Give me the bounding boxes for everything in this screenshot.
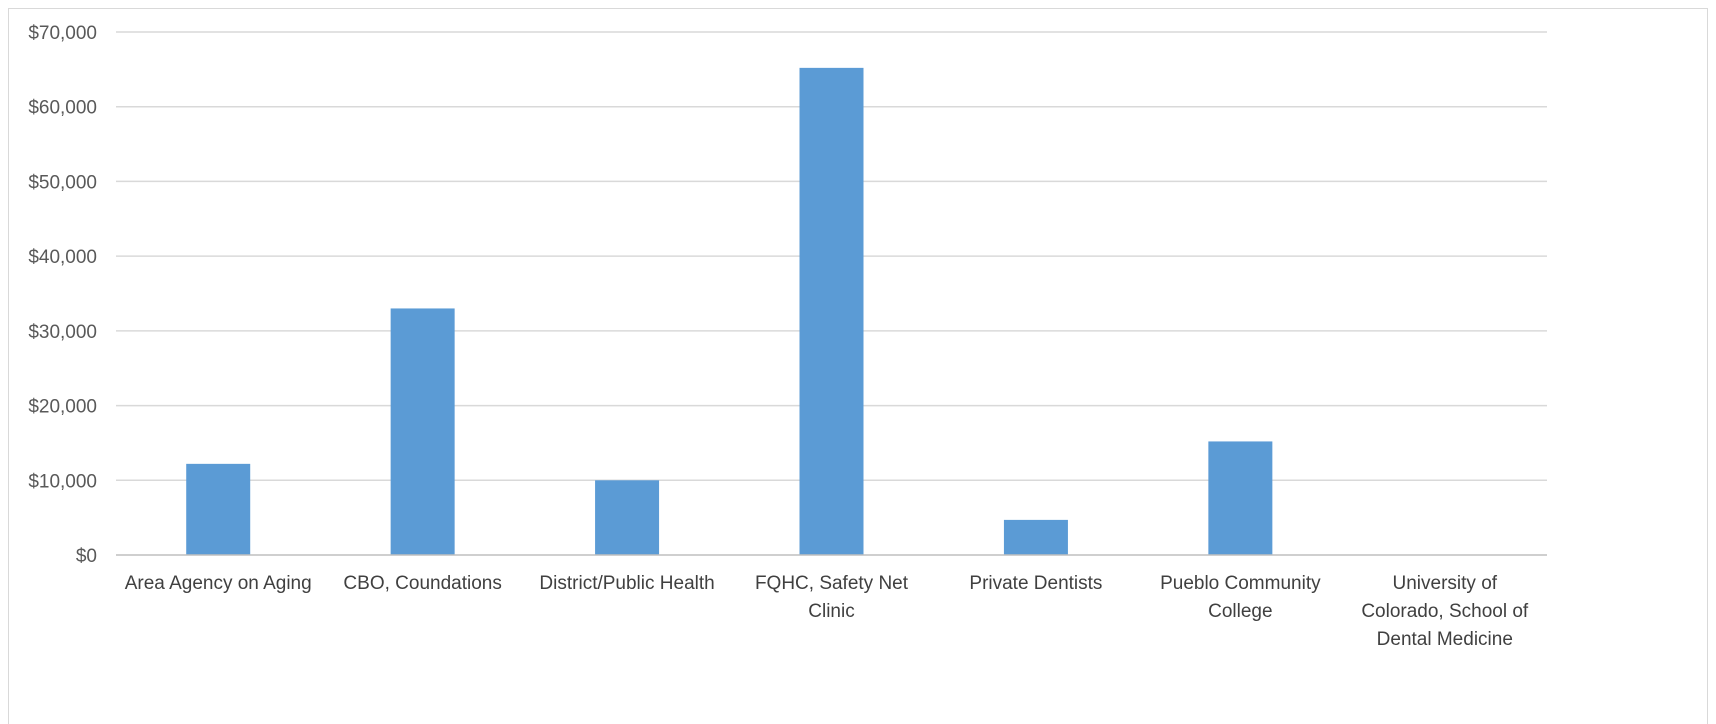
y-tick-label: $10,000 xyxy=(28,471,97,492)
y-tick-label: $40,000 xyxy=(28,247,97,268)
x-tick-label: University of Colorado, School of Dental M… xyxy=(1361,573,1529,650)
x-tick-label: FQHC, Safety Net Clinic xyxy=(755,573,909,622)
bar xyxy=(595,480,660,555)
x-tick-label: Area Agency on Aging xyxy=(125,573,312,594)
bar xyxy=(1003,519,1068,555)
x-tick-label: District/Public Health xyxy=(539,573,714,594)
y-tick-label: $20,000 xyxy=(28,397,97,418)
x-tick-label: Pueblo Community College xyxy=(1160,573,1321,622)
y-tick-label: $70,000 xyxy=(28,23,97,44)
y-tick-label: $0 xyxy=(76,546,97,567)
bar xyxy=(186,463,251,555)
y-tick-label: $60,000 xyxy=(28,98,97,119)
bar xyxy=(390,308,455,555)
bar xyxy=(1208,441,1273,555)
bar xyxy=(799,67,864,555)
y-tick-label: $30,000 xyxy=(28,322,97,343)
x-tick-label: CBO, Coundations xyxy=(343,573,501,594)
x-tick-label: Private Dentists xyxy=(969,573,1102,594)
y-tick-label: $50,000 xyxy=(28,172,97,193)
